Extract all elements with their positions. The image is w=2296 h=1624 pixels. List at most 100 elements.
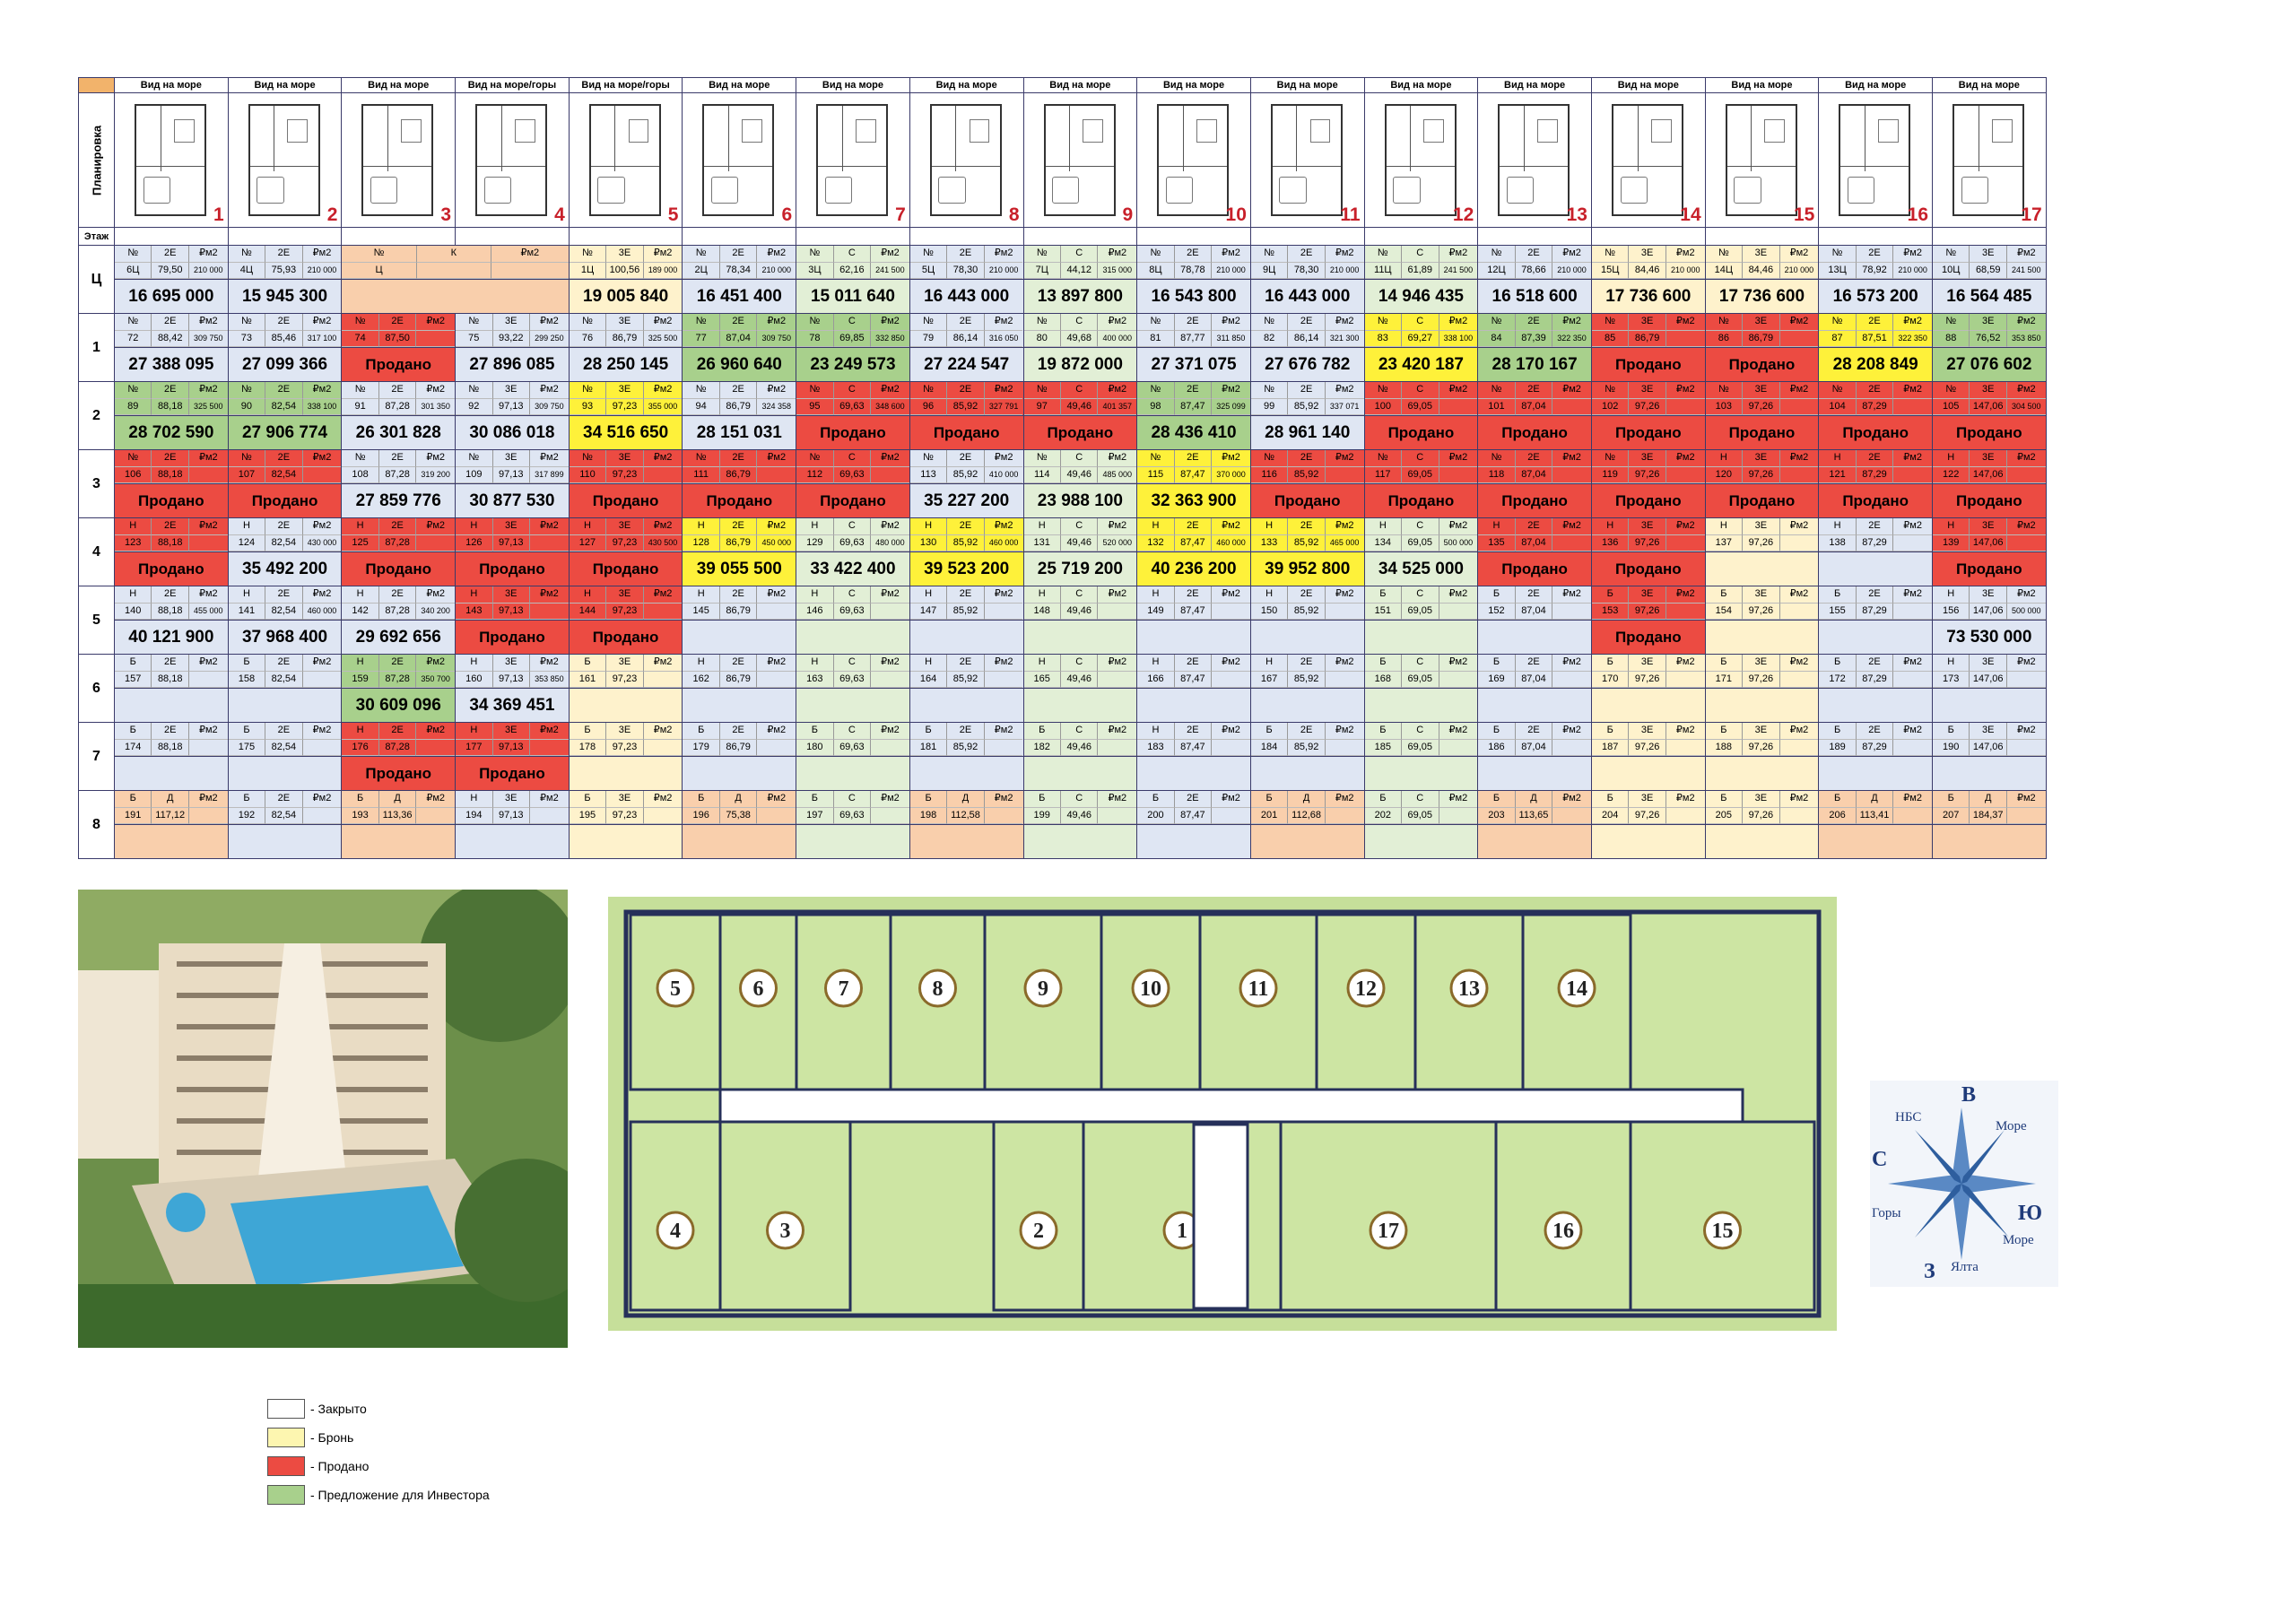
apartment-plan[interactable]: 9 (1022, 92, 1138, 228)
apartment-plan[interactable]: 5 (568, 92, 683, 228)
apartment-cell[interactable]: Б 2Е ₽м2 152 87,04 (1477, 586, 1592, 655)
apartment-cell[interactable]: Б 2Е ₽м2 179 86,79 (682, 722, 797, 791)
apartment-cell[interactable]: Б С ₽м2 168 69,05 (1363, 654, 1479, 723)
apartment-cell[interactable]: Б С ₽м2 197 69,63 (796, 790, 910, 859)
apartment-cell[interactable]: Н С ₽м2 163 69,63 (796, 654, 910, 723)
apartment-cell[interactable]: Б Д ₽м2 191 117,12 (114, 790, 229, 859)
apartment-cell[interactable]: Н 2Е ₽м2 125 87,28 Продано (341, 517, 457, 586)
apartment-plan[interactable]: 1 (114, 92, 229, 228)
apartment-cell[interactable]: № 2Е ₽м2 81 87,77 311 850 27 371 075 (1136, 313, 1251, 382)
apartment-cell[interactable]: № С ₽м2 3Ц 62,16 241 500 15 011 640 (796, 245, 910, 314)
apartment-cell[interactable]: Б 2Е ₽м2 200 87,47 (1136, 790, 1251, 859)
apartment-cell[interactable]: Н 2Е ₽м2 141 82,54 460 000 37 968 400 (227, 586, 343, 655)
apartment-cell[interactable]: № 3Е ₽м2 86 86,79 Продано (1704, 313, 1820, 382)
apartment-cell[interactable]: Н 2Е ₽м2 133 85,92 465 000 39 952 800 (1249, 517, 1365, 586)
apartment-cell[interactable]: Н 2Е ₽м2 176 87,28 Продано (341, 722, 457, 791)
apartment-cell[interactable]: № 2Е ₽м2 12Ц 78,66 210 000 16 518 600 (1477, 245, 1592, 314)
apartment-cell[interactable]: № 2Е ₽м2 72 88,42 309 750 27 388 095 (114, 313, 229, 382)
apartment-cell[interactable]: № 2Е ₽м2 91 87,28 301 350 26 301 828 (341, 381, 457, 450)
apartment-cell[interactable]: № 2Е ₽м2 108 87,28 319 200 27 859 776 (341, 449, 457, 518)
apartment-cell[interactable]: Н 2Е ₽м2 142 87,28 340 200 29 692 656 (341, 586, 457, 655)
apartment-cell[interactable]: № 2Е ₽м2 2Ц 78,34 210 000 16 451 400 (682, 245, 797, 314)
apartment-cell[interactable]: Б Д ₽м2 193 113,36 (341, 790, 457, 859)
apartment-cell[interactable]: № 2Е ₽м2 104 87,29 Продано (1818, 381, 1933, 450)
apartment-cell[interactable]: Н 3Е ₽м2 139 147,06 Продано (1932, 517, 2047, 586)
apartment-cell[interactable]: Н 3Е ₽м2 160 97,13 353 850 34 369 451 (455, 654, 570, 723)
apartment-cell[interactable]: № 2Е ₽м2 82 86,14 321 300 27 676 782 (1249, 313, 1365, 382)
apartment-cell[interactable]: Н 3Е ₽м2 126 97,13 Продано (455, 517, 570, 586)
apartment-cell[interactable]: Н 2Е ₽м2 123 88,18 Продано (114, 517, 229, 586)
apartment-cell[interactable]: № 2Е ₽м2 87 87,51 322 350 28 208 849 (1818, 313, 1933, 382)
apartment-cell[interactable]: № 2Е ₽м2 79 86,14 316 050 27 224 547 (909, 313, 1024, 382)
apartment-cell[interactable]: № 2Е ₽м2 6Ц 79,50 210 000 16 695 000 (114, 245, 229, 314)
apartment-cell[interactable]: Н 3Е ₽м2 144 97,23 Продано (568, 586, 683, 655)
apartment-cell[interactable]: № 2Е ₽м2 8Ц 78,78 210 000 16 543 800 (1136, 245, 1251, 314)
apartment-cell[interactable]: Б Д ₽м2 206 113,41 (1818, 790, 1933, 859)
apartment-cell[interactable]: № 2Е ₽м2 107 82,54 Продано (227, 449, 343, 518)
apartment-cell[interactable]: Н 2Е ₽м2 147 85,92 (909, 586, 1024, 655)
apartment-plan[interactable]: 13 (1477, 92, 1592, 228)
apartment-cell[interactable]: № 2Е ₽м2 106 88,18 Продано (114, 449, 229, 518)
apartment-cell[interactable]: Н С ₽м2 148 49,46 (1022, 586, 1138, 655)
apartment-cell[interactable]: № 2Е ₽м2 96 85,92 327 791 Продано (909, 381, 1024, 450)
apartment-cell[interactable]: Б 2Е ₽м2 169 87,04 (1477, 654, 1592, 723)
apartment-cell[interactable]: № 2Е ₽м2 118 87,04 Продано (1477, 449, 1592, 518)
apartment-plan[interactable]: 3 (341, 92, 457, 228)
apartment-cell[interactable]: Б 2Е ₽м2 157 88,18 (114, 654, 229, 723)
apartment-cell[interactable]: № 2Е ₽м2 98 87,47 325 099 28 436 410 (1136, 381, 1251, 450)
apartment-cell[interactable]: Н 3Е ₽м2 143 97,13 Продано (455, 586, 570, 655)
apartment-cell[interactable]: Б 2Е ₽м2 184 85,92 (1249, 722, 1365, 791)
apartment-cell[interactable]: Б Д ₽м2 201 112,68 (1249, 790, 1365, 859)
apartment-cell[interactable]: Н 2Е ₽м2 159 87,28 350 700 30 609 096 (341, 654, 457, 723)
apartment-plan[interactable]: 2 (227, 92, 343, 228)
apartment-cell[interactable]: № 3Е ₽м2 76 86,79 325 500 28 250 145 (568, 313, 683, 382)
apartment-cell[interactable]: № 2Е ₽м2 74 87,50 Продано (341, 313, 457, 382)
apartment-cell[interactable]: Н 2Е ₽м2 164 85,92 (909, 654, 1024, 723)
apartment-cell[interactable]: № 2Е ₽м2 115 87,47 370 000 32 363 900 (1136, 449, 1251, 518)
apartment-cell[interactable]: Н С ₽м2 165 49,46 (1022, 654, 1138, 723)
apartment-cell[interactable]: Н 2Е ₽м2 130 85,92 460 000 39 523 200 (909, 517, 1024, 586)
apartment-plan[interactable]: 14 (1590, 92, 1706, 228)
apartment-cell[interactable]: № 2Е ₽м2 9Ц 78,30 210 000 16 443 000 (1249, 245, 1365, 314)
apartment-cell[interactable]: № 2Е ₽м2 116 85,92 Продано (1249, 449, 1365, 518)
apartment-cell[interactable]: Б С ₽м2 182 49,46 (1022, 722, 1138, 791)
apartment-cell[interactable]: Б 2Е ₽м2 181 85,92 (909, 722, 1024, 791)
apartment-cell[interactable]: Б С ₽м2 180 69,63 (796, 722, 910, 791)
apartment-cell[interactable]: Б 3Е ₽м2 161 97,23 (568, 654, 683, 723)
apartment-cell[interactable]: Н 3Е ₽м2 156 147,06 500 000 73 530 000 (1932, 586, 2047, 655)
apartment-cell[interactable]: № 2Е ₽м2 94 86,79 324 358 28 151 031 (682, 381, 797, 450)
apartment-cell[interactable]: Б Д ₽м2 198 112,58 (909, 790, 1024, 859)
apartment-cell[interactable]: № 3Е ₽м2 119 97,26 Продано (1590, 449, 1706, 518)
apartment-cell[interactable]: Н 3Е ₽м2 122 147,06 Продано (1932, 449, 2047, 518)
apartment-cell[interactable]: № С ₽м2 7Ц 44,12 315 000 13 897 800 (1022, 245, 1138, 314)
apartment-cell[interactable]: Б С ₽м2 202 69,05 (1363, 790, 1479, 859)
apartment-cell[interactable]: Н 3Е ₽м2 194 97,13 (455, 790, 570, 859)
apartment-cell[interactable]: Н 2Е ₽м2 162 86,79 (682, 654, 797, 723)
apartment-cell[interactable]: Н С ₽м2 131 49,46 520 000 25 719 200 (1022, 517, 1138, 586)
apartment-cell[interactable]: № 3Е ₽м2 93 97,23 355 000 34 516 650 (568, 381, 683, 450)
apartment-cell[interactable]: № 3Е ₽м2 110 97,23 Продано (568, 449, 683, 518)
apartment-cell[interactable]: № 3Е ₽м2 14Ц 84,46 210 000 17 736 600 (1704, 245, 1820, 314)
apartment-plan[interactable]: 11 (1249, 92, 1365, 228)
apartment-cell[interactable]: Н 2Е ₽м2 124 82,54 430 000 35 492 200 (227, 517, 343, 586)
apartment-cell[interactable]: № 3Е ₽м2 10Ц 68,59 241 500 16 564 485 (1932, 245, 2047, 314)
apartment-cell[interactable]: Н 3Е ₽м2 127 97,23 430 500 Продано (568, 517, 683, 586)
apartment-cell[interactable]: Б 3Е ₽м2 187 97,26 (1590, 722, 1706, 791)
apartment-cell[interactable]: Н 2Е ₽м2 138 87,29 (1818, 517, 1933, 586)
apartment-cell[interactable]: № 2Е ₽м2 113 85,92 410 000 35 227 200 (909, 449, 1024, 518)
apartment-cell[interactable]: № 3Е ₽м2 92 97,13 309 750 30 086 018 (455, 381, 570, 450)
apartment-cell[interactable]: № 3Е ₽м2 103 97,26 Продано (1704, 381, 1820, 450)
apartment-cell[interactable]: № 2Е ₽м2 73 85,46 317 100 27 099 366 (227, 313, 343, 382)
apartment-cell[interactable]: Н 2Е ₽м2 132 87,47 460 000 40 236 200 (1136, 517, 1251, 586)
apartment-cell[interactable]: Б С ₽м2 151 69,05 (1363, 586, 1479, 655)
apartment-cell[interactable]: Б 2Е ₽м2 158 82,54 (227, 654, 343, 723)
apartment-cell[interactable]: Б 3Е ₽м2 153 97,26 Продано (1590, 586, 1706, 655)
apartment-cell[interactable]: № 3Е ₽м2 85 86,79 Продано (1590, 313, 1706, 382)
apartment-cell[interactable]: Б С ₽м2 199 49,46 (1022, 790, 1138, 859)
apartment-cell[interactable]: Н 3Е ₽м2 177 97,13 Продано (455, 722, 570, 791)
apartment-cell[interactable]: № 2Е ₽м2 5Ц 78,30 210 000 16 443 000 (909, 245, 1024, 314)
apartment-cell[interactable]: № 2Е ₽м2 77 87,04 309 750 26 960 640 (682, 313, 797, 382)
apartment-plan[interactable]: 8 (909, 92, 1024, 228)
apartment-cell[interactable]: № 2Е ₽м2 13Ц 78,92 210 000 16 573 200 (1818, 245, 1933, 314)
apartment-cell[interactable]: № С ₽м2 114 49,46 485 000 23 988 100 (1022, 449, 1138, 518)
